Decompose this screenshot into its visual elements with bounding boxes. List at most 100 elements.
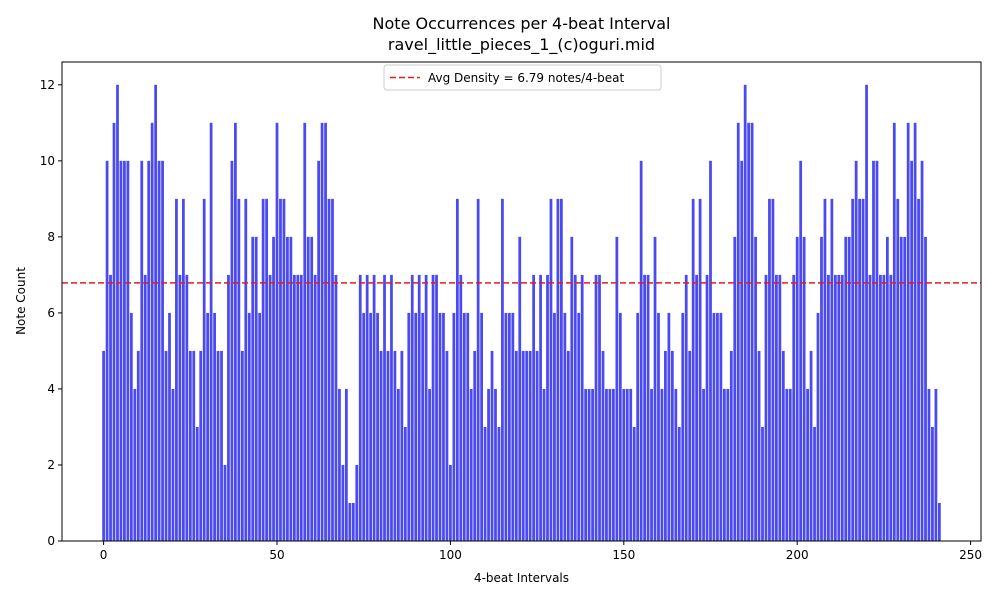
bar-53 — [286, 236, 289, 541]
bar-183 — [736, 122, 740, 541]
bar-40 — [240, 350, 244, 541]
bar-165 — [674, 388, 678, 541]
bar-24 — [185, 274, 189, 541]
bar-110 — [483, 426, 487, 541]
bar-39 — [237, 198, 241, 542]
bar-207 — [820, 236, 823, 541]
bar-37 — [230, 160, 234, 541]
bar-140 — [587, 388, 591, 541]
bar-18 — [164, 350, 168, 541]
bar-21 — [175, 198, 178, 542]
bar-170 — [691, 198, 695, 542]
bar-218 — [858, 198, 862, 542]
y-tick-label-8: 8 — [47, 230, 55, 244]
bar-240 — [934, 388, 938, 541]
bar-120 — [518, 236, 522, 541]
bar-224 — [879, 274, 882, 541]
bar-181 — [729, 350, 733, 541]
bar-49 — [272, 236, 275, 541]
bar-187 — [750, 122, 754, 541]
bar-73 — [355, 464, 359, 541]
bar-171 — [695, 274, 699, 541]
x-tick-label-150: 150 — [612, 548, 635, 562]
bar-139 — [584, 388, 588, 541]
bar-119 — [514, 350, 518, 541]
bar-136 — [573, 274, 577, 541]
bar-114 — [497, 426, 501, 541]
bar-116 — [504, 312, 508, 541]
bar-125 — [535, 350, 539, 541]
bar-200 — [795, 236, 799, 541]
bar-226 — [885, 236, 889, 541]
bar-168 — [684, 274, 688, 541]
bar-87 — [403, 426, 407, 541]
bar-113 — [494, 388, 497, 541]
x-tick-label-100: 100 — [439, 548, 462, 562]
bar-160 — [657, 312, 660, 541]
bar-45 — [258, 312, 262, 541]
bar-47 — [265, 198, 268, 542]
bar-135 — [570, 236, 574, 541]
y-tick-label-10: 10 — [40, 154, 55, 168]
bar-77 — [369, 312, 373, 541]
bar-30 — [206, 312, 210, 541]
bar-85 — [397, 388, 400, 541]
bar-2 — [109, 274, 112, 541]
bar-177 — [716, 312, 719, 541]
bar-188 — [754, 236, 757, 541]
bar-191 — [764, 274, 768, 541]
bar-238 — [927, 388, 931, 541]
bar-182 — [733, 236, 737, 541]
bar-198 — [788, 388, 792, 541]
bar-147 — [612, 388, 615, 541]
bar-66 — [331, 198, 334, 542]
bar-216 — [851, 198, 855, 542]
legend-entry: Avg Density = 6.79 notes/4-beat — [428, 71, 625, 85]
y-axis-label: Note Count — [14, 267, 28, 335]
bar-61 — [313, 274, 317, 541]
bar-13 — [147, 160, 151, 541]
bar-38 — [234, 122, 237, 541]
bar-64 — [324, 122, 327, 541]
bar-95 — [431, 274, 435, 541]
bar-202 — [802, 236, 806, 541]
bar-210 — [830, 198, 834, 542]
bar-0 — [102, 350, 105, 541]
bar-6 — [123, 160, 126, 541]
bar-75 — [362, 312, 366, 541]
bar-227 — [889, 274, 893, 541]
bar-148 — [615, 236, 619, 541]
bar-88 — [407, 312, 411, 541]
plot-frame — [61, 61, 982, 542]
bar-107 — [473, 350, 477, 541]
bar-169 — [688, 350, 692, 541]
bar-232 — [906, 122, 910, 541]
bar-7 — [126, 160, 130, 541]
bar-233 — [910, 160, 914, 541]
bar-237 — [924, 236, 927, 541]
bar-161 — [660, 388, 664, 541]
bar-231 — [903, 236, 907, 541]
bar-201 — [799, 160, 803, 541]
bar-17 — [161, 160, 164, 541]
bar-16 — [157, 160, 161, 541]
bar-4 — [116, 84, 119, 541]
bar-54 — [289, 236, 293, 541]
bar-133 — [563, 312, 567, 541]
bar-127 — [542, 388, 546, 541]
legend-box — [383, 64, 662, 91]
bar-157 — [646, 274, 650, 541]
bar-86 — [400, 350, 404, 541]
bar-76 — [365, 274, 369, 541]
bar-239 — [931, 426, 934, 541]
bar-145 — [605, 388, 608, 541]
bar-229 — [896, 198, 900, 542]
bar-211 — [833, 274, 837, 541]
bar-26 — [192, 350, 196, 541]
bar-46 — [261, 198, 265, 542]
bar-123 — [528, 350, 532, 541]
bar-111 — [487, 388, 490, 541]
bar-186 — [747, 122, 751, 541]
bar-79 — [376, 312, 379, 541]
